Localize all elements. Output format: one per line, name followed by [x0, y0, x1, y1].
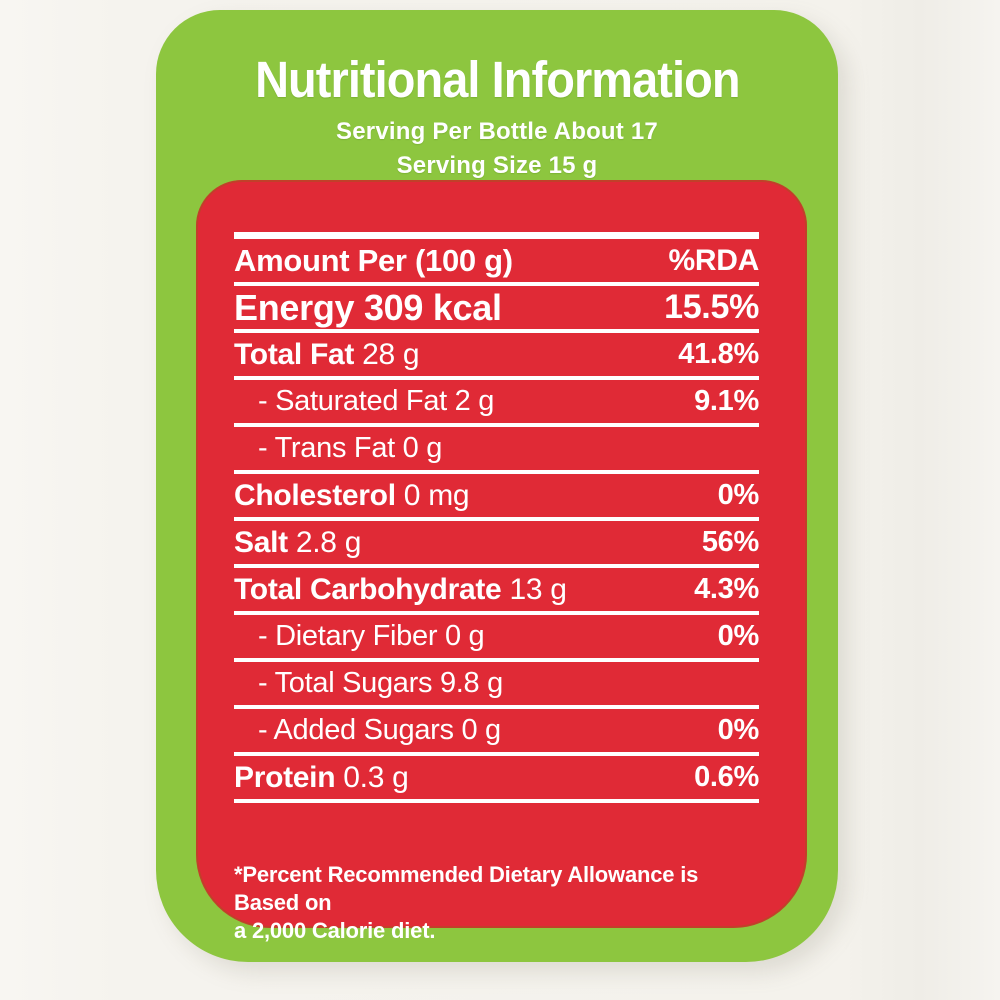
rda-footnote: *Percent Recommended Dietary Allowance i…	[234, 861, 767, 945]
nutrition-table: Amount Per (100 g) %RDA Energy 309 kcal 15.…	[234, 232, 759, 803]
row-label: - Total Sugars 9.8 g	[258, 667, 503, 699]
row-label: - Trans Fat 0 g	[258, 432, 443, 464]
table-row: - Total Sugars 9.8 g	[234, 662, 759, 709]
serving-size-text: Serving Size 15 g	[396, 152, 598, 179]
row-value: 0%	[717, 479, 760, 511]
label-title-text: Nutritional Information	[254, 51, 740, 108]
row-label: Protein 0.3 g	[234, 760, 409, 794]
label-title: Nutritional Information	[156, 52, 838, 108]
table-row: Energy 309 kcal 15.5%	[234, 286, 759, 333]
table-row: Salt 2.8 g 56%	[234, 521, 759, 568]
table-row: - Dietary Fiber 0 g 0%	[234, 615, 759, 662]
row-value: 4.3%	[694, 573, 759, 605]
row-label: Salt 2.8 g	[234, 525, 362, 559]
row-label: Energy 309 kcal	[234, 286, 502, 328]
table-row: Cholesterol 0 mg 0%	[234, 474, 759, 521]
row-value: 15.5%	[664, 288, 759, 326]
table-row: Protein 0.3 g 0.6%	[234, 756, 759, 803]
row-value: 0%	[717, 620, 760, 652]
row-value: 0%	[717, 714, 760, 746]
rda-footnote-line1: *Percent Recommended Dietary Allowance i…	[234, 862, 699, 915]
row-value: 41.8%	[678, 338, 759, 370]
nutrition-panel: Amount Per (100 g) %RDA Energy 309 kcal 15.…	[196, 180, 807, 943]
table-row: - Added Sugars 0 g 0%	[234, 709, 759, 756]
row-value: 56%	[701, 526, 759, 558]
rda-footnote-line2: a 2,000 Calorie diet.	[234, 918, 436, 943]
table-row: Amount Per (100 g) %RDA	[234, 239, 759, 286]
row-label: - Added Sugars 0 g	[258, 714, 501, 746]
row-value: %RDA	[668, 243, 760, 277]
row-label: Total Carbohydrate 13 g	[234, 572, 567, 606]
row-label: - Dietary Fiber 0 g	[258, 620, 485, 652]
nutrition-label-card: Nutritional Information Serving Per Bott…	[156, 10, 838, 962]
row-label: Cholesterol 0 mg	[234, 478, 470, 512]
table-row: Total Fat 28 g 41.8%	[234, 333, 759, 380]
row-value: 9.1%	[694, 385, 759, 417]
row-label: Total Fat 28 g	[234, 337, 420, 371]
serving-per-bottle-text: Serving Per Bottle About 17	[336, 118, 658, 145]
table-row: - Saturated Fat 2 g 9.1%	[234, 380, 759, 427]
table-row: Total Carbohydrate 13 g 4.3%	[234, 568, 759, 615]
table-row: - Trans Fat 0 g	[234, 427, 759, 474]
row-label: Amount Per (100 g)	[234, 242, 513, 278]
row-value: 0.6%	[694, 761, 759, 793]
row-label: - Saturated Fat 2 g	[258, 385, 495, 417]
